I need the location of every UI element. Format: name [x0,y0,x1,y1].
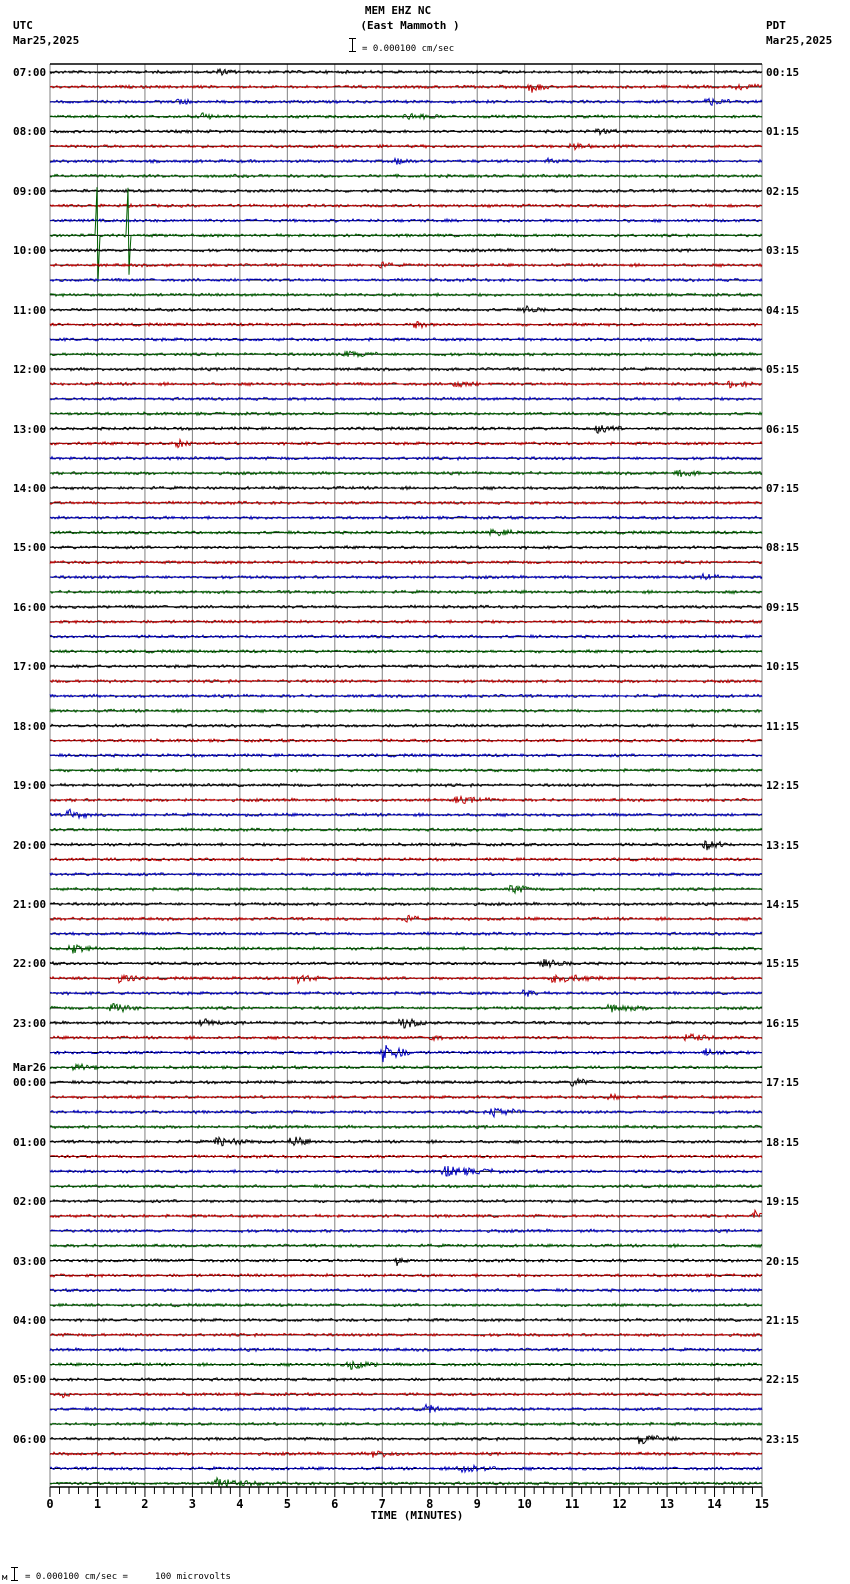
utc-hour-label: 13:00 [13,422,47,436]
x-tick-label: 14 [707,1497,722,1511]
utc-hour-label: 22:00 [13,957,47,971]
left-timezone: UTC [13,19,33,32]
x-tick-label: 2 [141,1497,149,1511]
legend-text: = 0.000100 cm/sec = 100 microvolts [25,1572,231,1582]
right-date: Mar25,2025 [766,34,833,47]
x-tick-label: 15 [754,1497,770,1511]
pdt-hour-label: 04:15 [766,303,800,317]
utc-hour-label: 16:00 [13,600,47,614]
utc-hour-label: 04:00 [13,1313,47,1327]
x-tick-label: 10 [517,1497,532,1511]
x-tick-label: 3 [188,1497,197,1511]
pdt-hour-label: 08:15 [766,541,800,555]
utc-hour-label: 12:00 [13,363,47,377]
utc-hour-label: 14:00 [13,481,47,495]
x-tick-label: 12 [612,1497,627,1511]
station-title: MEM EHZ NC [364,4,432,17]
pdt-hour-label: 00:15 [766,66,800,79]
station-location: (East Mammoth ) [360,19,460,32]
x-tick-label: 1 [93,1497,102,1511]
right-timezone: PDT [766,19,786,32]
pdt-hour-label: 19:15 [766,1195,800,1209]
utc-hour-label: 23:00 [13,1016,47,1030]
pdt-hour-label: 10:15 [766,660,800,674]
pdt-hour-label: 17:15 [766,1076,800,1090]
x-tick-label: 9 [473,1497,481,1511]
pdt-hour-label: 16:15 [766,1016,800,1030]
pdt-hour-label: 22:15 [766,1373,800,1387]
utc-hour-label: 08:00 [13,125,47,139]
pdt-hour-label: 20:15 [766,1254,800,1268]
utc-hour-label: 20:00 [13,838,47,852]
date-change-label: Mar26 [13,1061,47,1075]
pdt-hour-label: 14:15 [766,897,800,911]
pdt-hour-label: 01:15 [766,125,800,139]
x-tick-label: 0 [46,1497,54,1511]
utc-hour-label: 06:00 [13,1432,47,1446]
pdt-hour-label: 12:15 [766,779,800,793]
utc-hour-label: 02:00 [13,1195,47,1209]
pdt-hour-label: 11:15 [766,719,800,733]
x-axis-label: TIME (MINUTES) [370,1509,464,1522]
pdt-hour-label: 18:15 [766,1135,800,1149]
utc-hour-label: 03:00 [13,1254,47,1268]
x-tick-label: 4 [236,1497,244,1511]
pdt-hour-label: 06:15 [766,422,800,436]
pdt-hour-label: 09:15 [766,600,800,614]
legend-prefix: м [2,1573,8,1583]
utc-hour-label: 11:00 [13,303,47,317]
pdt-hour-label: 13:15 [766,838,800,852]
x-tick-label: 7 [378,1497,386,1511]
pdt-hour-label: 15:15 [766,957,800,971]
utc-hour-label: 07:00 [13,66,47,79]
left-date: Mar25,2025 [13,34,80,47]
x-tick-label: 6 [331,1497,339,1511]
legend-scale-bar-icon [11,1567,18,1581]
pdt-hour-label: 21:15 [766,1313,800,1327]
scale-bar-icon [349,38,356,52]
x-tick-label: 5 [283,1497,291,1511]
pdt-hour-label: 07:15 [766,481,800,495]
x-tick-label: 13 [659,1497,675,1511]
utc-hour-label: 17:00 [13,660,47,674]
scale-text: = 0.000100 cm/sec [362,44,455,54]
utc-hour-label: 09:00 [13,184,47,198]
utc-hour-label: 15:00 [13,541,47,555]
pdt-hour-label: 02:15 [766,184,800,198]
utc-hour-label: 18:00 [13,719,47,733]
x-tick-label: 8 [426,1497,434,1511]
pdt-hour-label: 03:15 [766,244,800,258]
pdt-hour-label: 23:15 [766,1432,800,1446]
utc-hour-label: 10:00 [13,244,47,258]
utc-hour-label: 21:00 [13,897,47,911]
pdt-hour-label: 05:15 [766,363,800,377]
utc-hour-label: 00:00 [13,1076,47,1090]
utc-hour-label: 19:00 [13,779,47,793]
x-tick-label: 11 [564,1497,580,1511]
utc-hour-label: 01:00 [13,1135,47,1149]
utc-hour-label: 05:00 [13,1373,47,1387]
